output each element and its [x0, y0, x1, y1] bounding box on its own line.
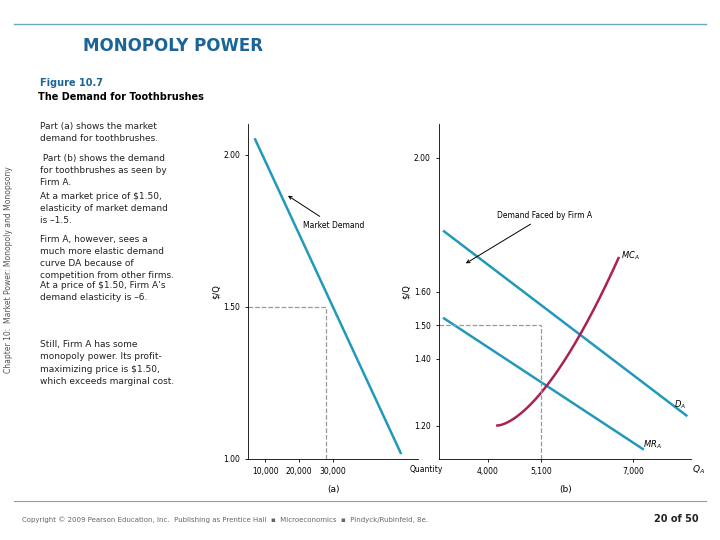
Text: (a): (a) — [327, 485, 339, 495]
Text: $Q_A$: $Q_A$ — [692, 463, 706, 476]
Text: At a price of $1.50, Firm A’s
demand elasticity is –6.: At a price of $1.50, Firm A’s demand ela… — [40, 281, 165, 302]
Text: The Demand for Toothbrushes: The Demand for Toothbrushes — [38, 92, 204, 102]
Text: $MC_A$: $MC_A$ — [621, 249, 639, 261]
Text: Part (b) shows the demand
for toothbrushes as seen by
Firm A.: Part (b) shows the demand for toothbrush… — [40, 154, 166, 187]
Text: $MR_A$: $MR_A$ — [643, 438, 662, 451]
Text: Part (a) shows the market
demand for toothbrushes.: Part (a) shows the market demand for too… — [40, 122, 158, 143]
Text: Demand Faced by Firm A: Demand Faced by Firm A — [467, 211, 593, 263]
Text: Copyright © 2009 Pearson Education, Inc.  Publishing as Prentice Hall  ▪  Microe: Copyright © 2009 Pearson Education, Inc.… — [22, 516, 428, 523]
Text: Market Demand: Market Demand — [289, 197, 364, 230]
Text: 20 of 50: 20 of 50 — [654, 515, 698, 524]
Text: $D_A$: $D_A$ — [674, 398, 686, 410]
Text: Chapter 10:  Market Power: Monopoly and Monopsony: Chapter 10: Market Power: Monopoly and M… — [4, 167, 13, 373]
Text: MONOPOLY POWER: MONOPOLY POWER — [83, 37, 263, 55]
Text: At a market price of $1.50,
elasticity of market demand
is –1.5.: At a market price of $1.50, elasticity o… — [40, 192, 168, 225]
Text: (b): (b) — [559, 485, 572, 495]
Y-axis label: $/Q: $/Q — [212, 284, 220, 299]
Text: Still, Firm A has some
monopoly power. Its profit-
maximizing price is $1.50,
wh: Still, Firm A has some monopoly power. I… — [40, 340, 174, 386]
Text: Firm A, however, sees a
much more elastic demand
curve DA because of
competition: Firm A, however, sees a much more elasti… — [40, 235, 174, 280]
Text: Quantity: Quantity — [410, 465, 443, 475]
Y-axis label: $/Q: $/Q — [402, 284, 411, 299]
Text: Figure 10.7: Figure 10.7 — [40, 78, 102, 89]
Text: 10.2: 10.2 — [19, 38, 63, 56]
